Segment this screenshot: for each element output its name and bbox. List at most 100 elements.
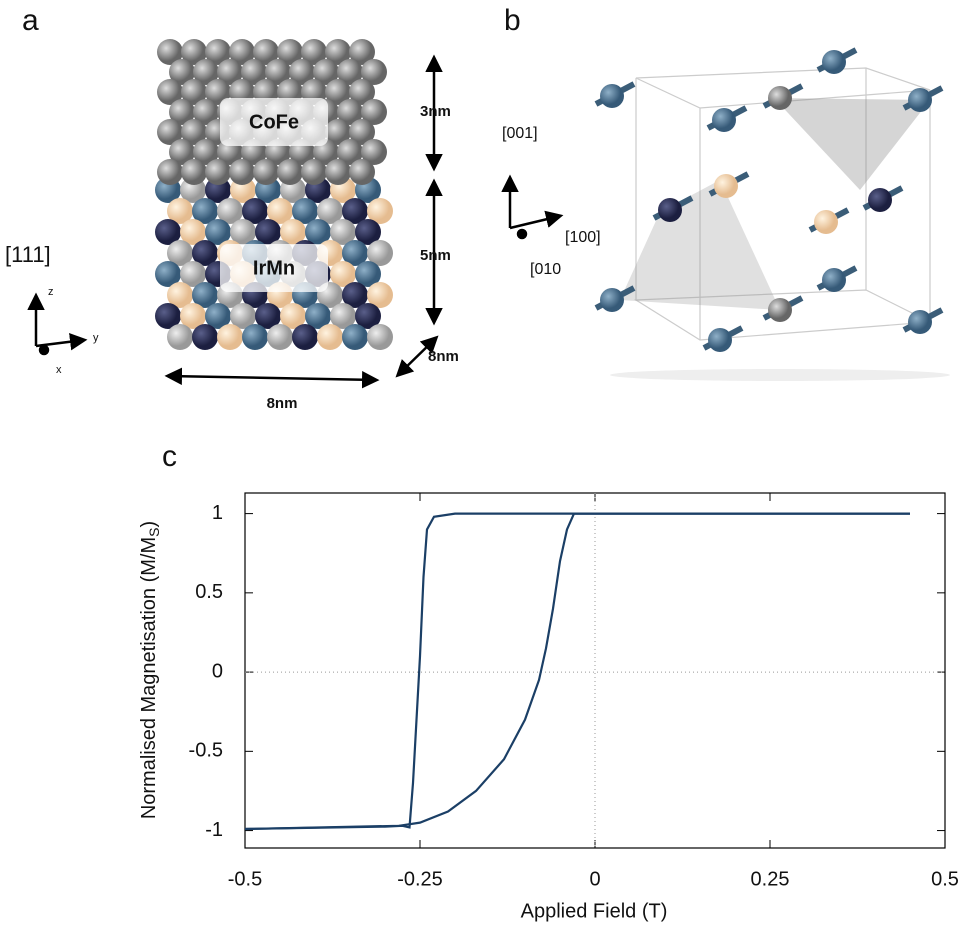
dimension-label: 5nm — [420, 247, 451, 264]
panel-letter: b — [504, 4, 521, 37]
atom — [229, 159, 255, 185]
atom-model — [155, 39, 393, 350]
atom — [337, 99, 363, 125]
moment-atom — [908, 310, 932, 334]
atom — [193, 99, 219, 125]
atom — [253, 159, 279, 185]
moment-atom — [868, 188, 892, 212]
label-box — [220, 244, 328, 292]
atom — [361, 59, 387, 85]
atom — [355, 219, 381, 245]
atom — [255, 219, 281, 245]
atom — [337, 59, 363, 85]
atom — [205, 219, 231, 245]
atom — [155, 219, 181, 245]
axes-icon — [27, 292, 88, 356]
atom — [277, 39, 303, 65]
atom — [192, 324, 218, 350]
moment-atom — [600, 84, 624, 108]
moment-atom — [822, 50, 846, 74]
atom — [242, 198, 268, 224]
axis-letter: y — [93, 332, 99, 344]
label-box — [220, 98, 328, 146]
moment-atom — [712, 108, 736, 132]
x-tick-label: -0.5 — [228, 868, 262, 890]
atom — [361, 99, 387, 125]
atom — [255, 303, 281, 329]
atom — [180, 261, 206, 287]
atom — [192, 240, 218, 266]
atom — [277, 159, 303, 185]
atom — [167, 324, 193, 350]
panel-letter: c — [162, 440, 177, 473]
x-tick-label: -0.25 — [397, 868, 443, 890]
atom — [330, 261, 356, 287]
atom — [242, 324, 268, 350]
atom — [367, 282, 393, 308]
moment-atom — [814, 210, 838, 234]
atom — [367, 324, 393, 350]
axis-letter: x — [56, 364, 62, 376]
atom — [267, 324, 293, 350]
dimension-label: 8nm — [428, 348, 459, 365]
atom — [157, 159, 183, 185]
atom — [193, 139, 219, 165]
atom — [325, 39, 351, 65]
y-tick-label: 1 — [212, 502, 223, 524]
atom — [157, 119, 183, 145]
atom — [192, 282, 218, 308]
atom — [167, 198, 193, 224]
atom — [267, 198, 293, 224]
atom — [349, 79, 375, 105]
atom — [301, 159, 327, 185]
x-axis-title: Applied Field (T) — [521, 900, 668, 922]
atom — [337, 139, 363, 165]
moment-atom — [708, 328, 732, 352]
atom — [265, 59, 291, 85]
atom — [180, 219, 206, 245]
moment-atom — [600, 288, 624, 312]
atom — [181, 39, 207, 65]
atom — [305, 303, 331, 329]
atom — [192, 198, 218, 224]
axis-label: [010 — [530, 261, 561, 278]
atom — [217, 59, 243, 85]
atom — [301, 39, 327, 65]
atom — [205, 39, 231, 65]
orientation-label: [111] — [5, 242, 51, 267]
atom — [169, 99, 195, 125]
moment-atom — [658, 198, 682, 222]
atom — [305, 219, 331, 245]
atom — [157, 79, 183, 105]
atom — [292, 324, 318, 350]
atom — [167, 240, 193, 266]
y-axis-title-main: Normalised Magnetisation (M/M — [138, 537, 160, 819]
moment-atom — [768, 298, 792, 322]
atom — [205, 303, 231, 329]
line-series — [244, 512, 910, 831]
atom — [349, 119, 375, 145]
atom — [342, 240, 368, 266]
moment-atom — [908, 88, 932, 112]
atom — [317, 198, 343, 224]
atom — [325, 79, 351, 105]
line-series — [244, 512, 910, 831]
y-tick-label: -0.5 — [189, 740, 223, 762]
atom — [155, 261, 181, 287]
atom — [289, 59, 315, 85]
crystal-cell — [594, 47, 944, 352]
atom — [217, 324, 243, 350]
x-tick-label: 0 — [589, 868, 600, 890]
atom — [349, 39, 375, 65]
atom — [342, 198, 368, 224]
dimension-arrows — [164, 54, 443, 389]
moment-atom — [714, 174, 738, 198]
atom — [205, 159, 231, 185]
atom — [253, 39, 279, 65]
y-tick-label: -1 — [205, 819, 223, 841]
atom — [280, 219, 306, 245]
atom — [317, 324, 343, 350]
axes-icon — [501, 174, 564, 240]
atom — [155, 303, 181, 329]
